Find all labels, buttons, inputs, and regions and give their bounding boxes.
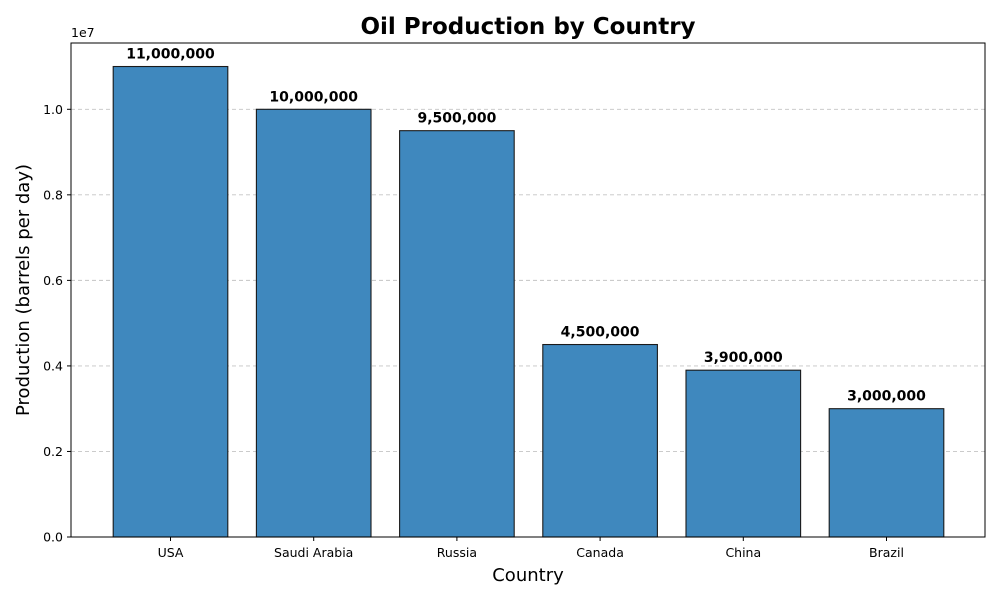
bar-usa bbox=[112, 65, 229, 538]
grid-lines bbox=[71, 108, 985, 452]
x-tick-label: USA bbox=[158, 545, 184, 560]
y-tick-label: 0.4 bbox=[43, 358, 63, 373]
y-axis-offset-label: 1e7 bbox=[71, 25, 95, 40]
x-tick-label: Russia bbox=[437, 545, 477, 560]
bar-value-label: 4,500,000 bbox=[561, 325, 640, 341]
x-axis-ticks: USA Saudi Arabia Russia Canada China Brazil bbox=[158, 537, 904, 560]
bar-brazil bbox=[828, 408, 945, 538]
chart-title: Oil Production by Country bbox=[360, 14, 695, 40]
x-tick-label: Brazil bbox=[869, 545, 904, 560]
y-tick-label: 0.2 bbox=[43, 444, 63, 459]
bar-canada bbox=[542, 343, 658, 538]
y-tick-label: 0.8 bbox=[43, 187, 63, 202]
bar-value-label: 9,500,000 bbox=[417, 111, 496, 127]
x-tick-label: China bbox=[725, 545, 761, 560]
x-tick-label: Canada bbox=[576, 545, 624, 560]
y-axis-label: Production (barrels per day) bbox=[13, 164, 34, 416]
bar-value-label: 3,900,000 bbox=[704, 350, 783, 366]
bar-value-label: 3,000,000 bbox=[847, 389, 926, 405]
bars bbox=[112, 65, 945, 538]
bar-saudi-arabia bbox=[255, 108, 372, 538]
bar-value-label: 11,000,000 bbox=[126, 47, 215, 63]
y-axis-ticks: 0.0 0.2 0.4 0.6 0.8 1.0 bbox=[43, 102, 71, 545]
y-tick-label: 0.0 bbox=[43, 530, 63, 545]
data-labels: 11,000,000 10,000,000 9,500,000 4,500,000 3,… bbox=[126, 47, 926, 405]
x-tick-label: Saudi Arabia bbox=[274, 545, 353, 560]
y-tick-label: 0.6 bbox=[43, 273, 63, 288]
x-axis-label: Country bbox=[492, 565, 564, 586]
bar-china bbox=[685, 369, 802, 538]
bar-value-label: 10,000,000 bbox=[269, 89, 358, 105]
bar-russia bbox=[399, 130, 515, 538]
y-tick-label: 1.0 bbox=[43, 102, 63, 117]
plot-area-frame bbox=[70, 42, 986, 538]
